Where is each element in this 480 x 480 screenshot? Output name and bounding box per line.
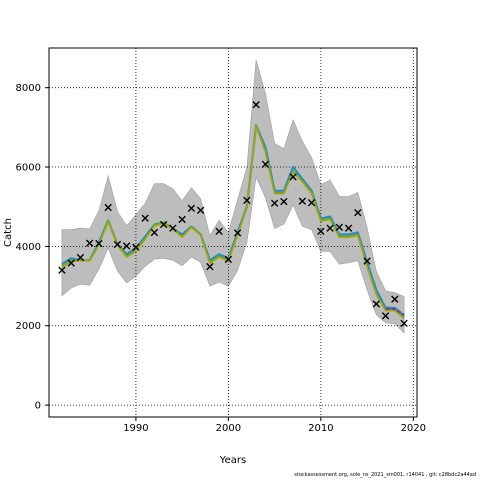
observed-point bbox=[196, 206, 205, 214]
plot-frame bbox=[48, 47, 418, 418]
observed-point bbox=[169, 224, 177, 232]
observed-point bbox=[307, 199, 316, 207]
observed-point bbox=[261, 160, 270, 168]
x-tick-label: 2020 bbox=[401, 423, 426, 434]
observed-point bbox=[400, 319, 408, 328]
observed-point bbox=[280, 197, 288, 206]
confidence-band-layer bbox=[61, 59, 405, 334]
observed-point bbox=[335, 223, 344, 232]
y-axis-title: Catch bbox=[3, 218, 14, 247]
observed-point bbox=[243, 196, 251, 205]
observed-point bbox=[141, 214, 149, 222]
observed-point bbox=[289, 173, 297, 181]
observed-points-layer bbox=[58, 101, 408, 328]
x-tick-label: 2010 bbox=[308, 423, 333, 434]
observed-point bbox=[252, 101, 260, 109]
x-axis-title: Years bbox=[219, 455, 246, 466]
observed-point bbox=[187, 204, 196, 212]
series-line-3 bbox=[61, 125, 405, 320]
observed-point bbox=[381, 312, 390, 320]
observed-point bbox=[363, 257, 371, 265]
x-tick-label: 1990 bbox=[123, 423, 148, 434]
observed-point bbox=[113, 240, 122, 249]
axes-layer: 1990 2000 2010 2020 0 2000 4000 6000 8000 bbox=[16, 47, 426, 434]
observed-point bbox=[224, 255, 233, 264]
observed-point bbox=[391, 295, 399, 303]
observed-point bbox=[95, 239, 103, 248]
observed-point bbox=[122, 242, 131, 250]
observed-point bbox=[326, 224, 334, 232]
observed-point bbox=[178, 215, 186, 224]
confidence-band bbox=[61, 59, 405, 334]
observed-point bbox=[354, 208, 362, 217]
observed-point bbox=[150, 228, 159, 237]
observed-point bbox=[372, 300, 381, 308]
observed-point bbox=[270, 199, 279, 207]
footer-credit: stockassessment.org, sole_ns_2021_sm001,… bbox=[294, 472, 476, 478]
recent-series-line bbox=[385, 307, 405, 316]
y-tick-label: 4000 bbox=[16, 242, 41, 253]
x-tick-label: 2000 bbox=[216, 423, 241, 434]
observed-point bbox=[344, 224, 353, 232]
y-tick-label: 2000 bbox=[16, 321, 41, 332]
observed-point bbox=[159, 220, 168, 229]
observed-point bbox=[298, 197, 307, 205]
observed-point bbox=[104, 203, 112, 212]
observed-point bbox=[76, 253, 85, 262]
observed-point bbox=[317, 227, 325, 236]
observed-point bbox=[215, 227, 223, 236]
observed-point bbox=[132, 243, 140, 251]
observed-point bbox=[233, 229, 242, 237]
observed-point bbox=[67, 259, 75, 267]
observed-point bbox=[206, 262, 214, 271]
y-tick-label: 8000 bbox=[16, 83, 41, 94]
observed-point bbox=[85, 239, 94, 247]
y-tick-label: 6000 bbox=[16, 163, 41, 174]
y-tick-label: 0 bbox=[35, 401, 41, 412]
observed-point bbox=[58, 266, 66, 274]
